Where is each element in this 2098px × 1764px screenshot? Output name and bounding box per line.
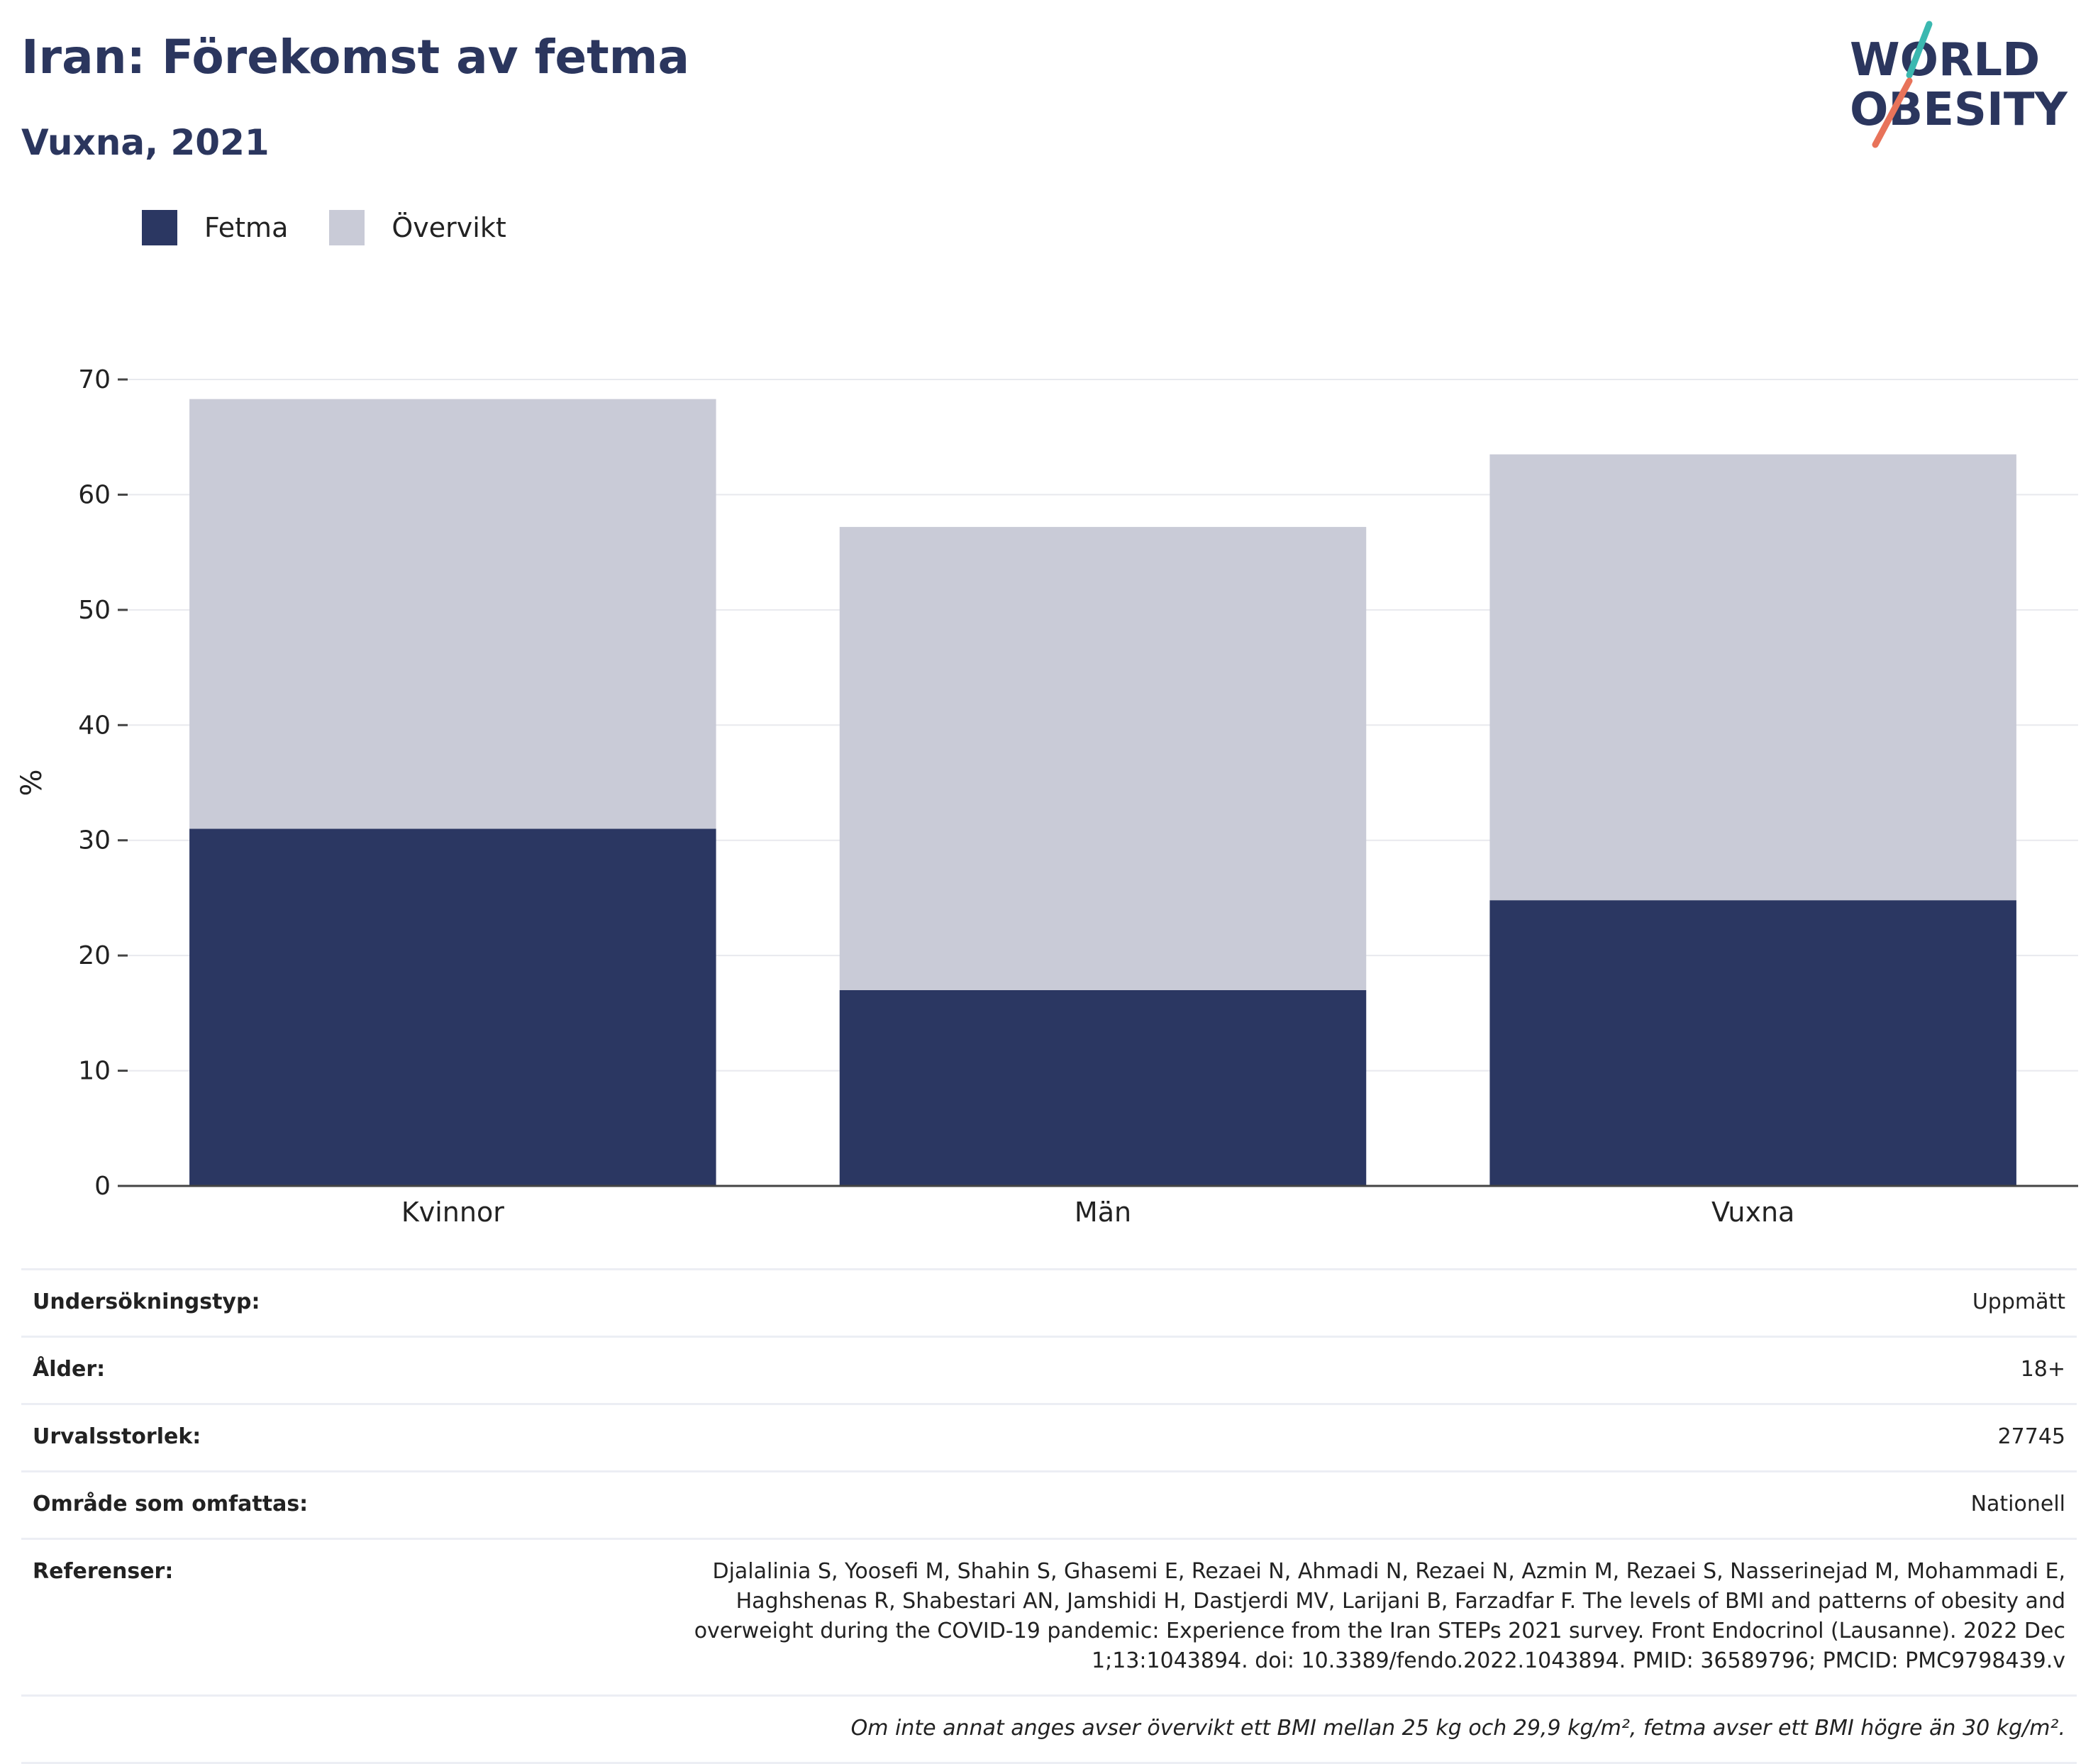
info-row-references: Referenser: Djalalinia S, Yoosefi M, Sha… xyxy=(21,1538,2077,1694)
info-key: Undersökningstyp: xyxy=(33,1289,260,1314)
bar-vuxna-series-0[interactable] xyxy=(1489,900,2016,1186)
info-value: Nationell xyxy=(1970,1492,2065,1516)
chart-subtitle: Vuxna, 2021 xyxy=(21,122,270,163)
x-category-label: Män xyxy=(1075,1197,1131,1228)
y-tick-label: 20 xyxy=(78,941,111,970)
y-tick-label: 0 xyxy=(94,1172,111,1201)
info-value: 18+ xyxy=(2020,1357,2065,1382)
chart-title: Iran: Förekomst av fetma xyxy=(21,30,689,84)
info-row-age: Ålder: 18+ xyxy=(21,1336,2077,1403)
legend-item-fetma[interactable]: Fetma xyxy=(142,210,288,245)
info-value: Uppmätt xyxy=(1972,1289,2065,1314)
x-category-label: Vuxna xyxy=(1711,1197,1794,1228)
y-tick-label: 70 xyxy=(78,365,111,394)
info-key: Urvalsstorlek: xyxy=(33,1424,201,1449)
info-key: Referenser: xyxy=(33,1559,174,1584)
y-axis-ticks: 0 10 20 30 40 50 60 70 xyxy=(78,365,128,1201)
x-axis-labels: Kvinnor Män Vuxna xyxy=(401,1197,1795,1228)
info-table: Undersökningstyp: Uppmätt Ålder: 18+ Urv… xyxy=(21,1268,2077,1764)
info-row-survey-type: Undersökningstyp: Uppmätt xyxy=(21,1268,2077,1336)
bar-vuxna-series-1[interactable] xyxy=(1489,454,2016,901)
bar-kvinnor-series-1[interactable] xyxy=(189,399,716,829)
info-key: Område som omfattas: xyxy=(33,1492,309,1516)
legend-swatch-overvikt xyxy=(329,210,365,245)
bars xyxy=(189,399,2016,1186)
logo-slash-teal xyxy=(1906,21,1933,79)
y-tick-label: 30 xyxy=(78,826,111,855)
info-key: Ålder: xyxy=(33,1357,106,1382)
bmi-definition-note: Om inte annat anges avser övervikt ett B… xyxy=(21,1694,2077,1764)
y-tick-label: 10 xyxy=(78,1057,111,1086)
legend-label-overvikt: Övervikt xyxy=(392,212,506,243)
logo-slash-coral xyxy=(1872,77,1913,148)
bar-chart: 0 10 20 30 40 50 60 70 Kvinnor Män Vuxna % xyxy=(16,365,2078,1228)
info-row-sample-size: Urvalsstorlek: 27745 xyxy=(21,1403,2077,1470)
logo-word-world: WORLD xyxy=(1850,34,2040,87)
note-text: Om inte annat anges avser övervikt ett B… xyxy=(850,1716,2065,1741)
y-tick-label: 50 xyxy=(78,596,111,625)
y-tick-label: 60 xyxy=(78,480,111,509)
legend-item-overvikt[interactable]: Övervikt xyxy=(329,210,506,245)
info-row-coverage: Område som omfattas: Nationell xyxy=(21,1470,2077,1538)
bar-m-n-series-0[interactable] xyxy=(839,989,1367,1186)
info-value: Djalalinia S, Yoosefi M, Shahin S, Ghase… xyxy=(694,1559,2065,1673)
y-axis-title: % xyxy=(16,769,48,796)
bar-kvinnor-series-0[interactable] xyxy=(189,828,716,1186)
info-value: 27745 xyxy=(1997,1424,2065,1449)
legend-label-fetma: Fetma xyxy=(204,212,289,243)
x-category-label: Kvinnor xyxy=(401,1197,504,1228)
y-tick-label: 40 xyxy=(78,711,111,740)
chart-legend: Fetma Övervikt xyxy=(142,210,548,245)
world-obesity-logo: WORLD OBESITY xyxy=(1850,21,2068,148)
legend-swatch-fetma xyxy=(142,210,177,245)
bar-m-n-series-1[interactable] xyxy=(839,526,1367,990)
